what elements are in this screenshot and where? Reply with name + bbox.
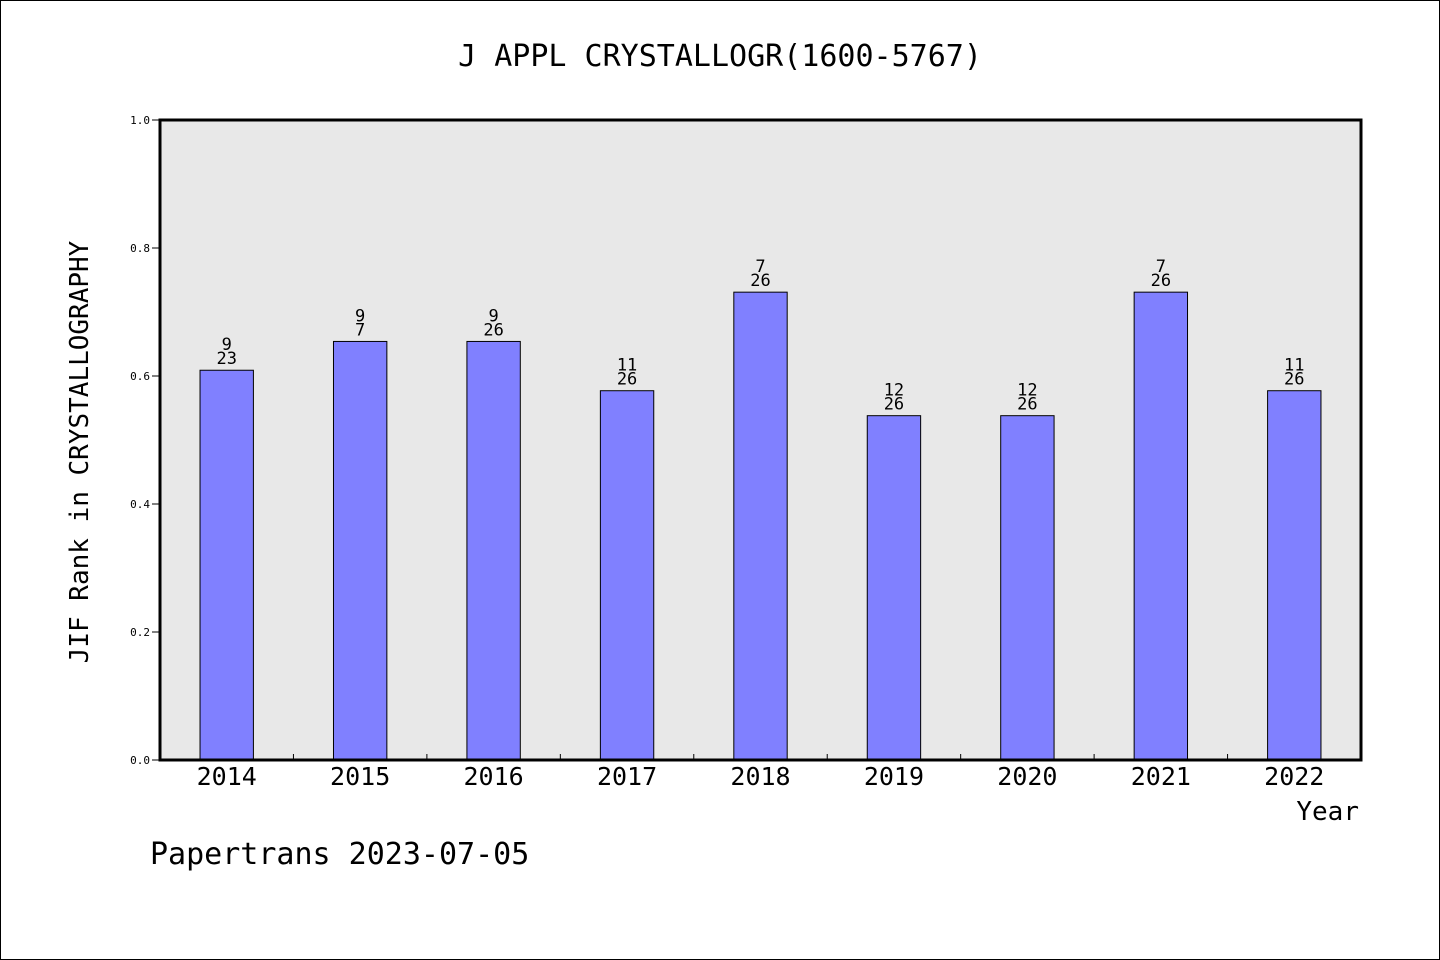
bar-2014	[199, 369, 254, 761]
bar-2015	[332, 340, 388, 761]
y-tick-label: 1.0	[130, 114, 150, 127]
y-tick-label: 0.2	[130, 626, 150, 639]
bars-layer	[199, 291, 1322, 761]
x-tick-label: 2018	[730, 762, 790, 791]
bar-2019	[866, 415, 922, 761]
bar-2020	[1000, 415, 1055, 761]
x-tick-label: 2017	[597, 762, 657, 791]
plot-border	[158, 118, 1363, 762]
y-tick-label: 0.0	[130, 754, 150, 767]
bar-label-rank: 12	[884, 381, 904, 401]
x-tick-label: 2015	[330, 762, 390, 791]
chart-title: J APPL CRYSTALLOGR(1600-5767)	[458, 39, 982, 74]
footer-watermark: Papertrans 2023-07-05	[150, 837, 529, 872]
x-axis: 2014 2015 2016 2017 2018 2019 2020 2021 2022	[197, 754, 1324, 791]
bar-2022	[1267, 390, 1322, 761]
bar-label-rank: 9	[488, 306, 498, 326]
x-tick-label: 2022	[1264, 762, 1324, 791]
y-tick-label: 0.4	[130, 498, 150, 511]
bar-label-total: 26	[1017, 395, 1037, 415]
bar-label-rank: 11	[1284, 356, 1304, 376]
x-tick-label: 2019	[864, 762, 924, 791]
y-tick-label: 0.8	[130, 242, 150, 255]
bar-2018	[733, 291, 788, 761]
bar-label-total: 26	[884, 395, 904, 415]
x-axis-title: Year	[1296, 797, 1359, 827]
x-tick-label: 2016	[464, 762, 524, 791]
bar-label-rank: 12	[1017, 381, 1037, 401]
bar-label-rank: 9	[355, 306, 365, 326]
x-tick-label: 2014	[197, 762, 257, 791]
bar-label-rank: 7	[755, 257, 765, 277]
bar-2021	[1133, 291, 1189, 761]
bar-2017	[599, 390, 655, 761]
x-tick-label: 2021	[1131, 762, 1191, 791]
y-axis-title: JIF Rank in CRYSTALLOGRAPHY	[65, 240, 95, 663]
y-axis: 0.0 0.2 0.4 0.6 0.8 1.0	[130, 114, 160, 767]
bar-label-total: 26	[483, 320, 503, 340]
bar-label-total: 7	[355, 320, 365, 340]
bar-2016	[466, 340, 521, 761]
bar-label-total: 26	[1151, 271, 1171, 291]
bar-label-rank: 11	[617, 356, 637, 376]
bar-label-total: 26	[750, 271, 770, 291]
bar-label-total: 23	[216, 349, 236, 369]
x-tick-label: 2020	[997, 762, 1057, 791]
bar-label-total: 26	[1284, 370, 1304, 390]
y-tick-label: 0.6	[130, 370, 150, 383]
bar-label-total: 26	[617, 370, 637, 390]
bar-label-rank: 7	[1156, 257, 1166, 277]
bar-label-rank: 9	[222, 335, 232, 355]
